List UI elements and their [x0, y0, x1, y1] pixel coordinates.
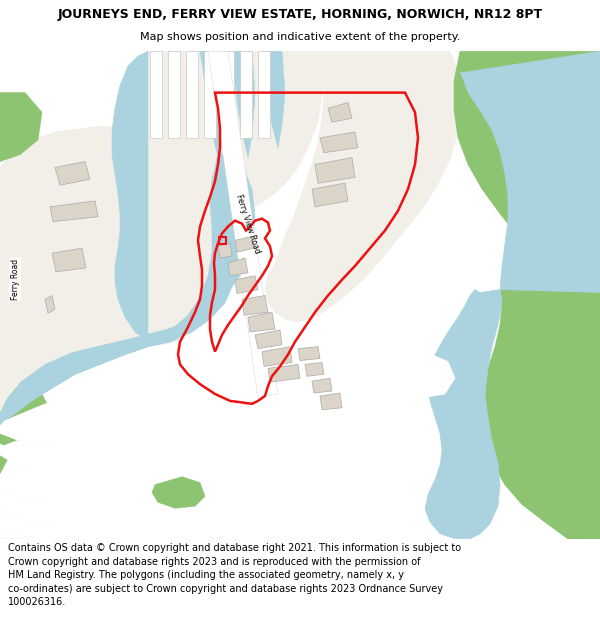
Polygon shape: [315, 158, 355, 183]
Polygon shape: [0, 126, 255, 414]
Polygon shape: [312, 378, 332, 393]
Polygon shape: [268, 364, 300, 382]
Polygon shape: [0, 168, 238, 424]
Polygon shape: [186, 51, 198, 138]
Text: JOURNEYS END, FERRY VIEW ESTATE, HORNING, NORWICH, NR12 8PT: JOURNEYS END, FERRY VIEW ESTATE, HORNING…: [58, 8, 542, 21]
Polygon shape: [0, 152, 255, 424]
Polygon shape: [0, 381, 48, 447]
Polygon shape: [0, 524, 135, 539]
Polygon shape: [45, 296, 55, 313]
Polygon shape: [328, 102, 352, 122]
Text: Contains OS data © Crown copyright and database right 2021. This information is : Contains OS data © Crown copyright and d…: [8, 543, 461, 608]
Polygon shape: [320, 393, 342, 410]
Polygon shape: [0, 479, 50, 519]
Polygon shape: [222, 51, 234, 138]
Polygon shape: [218, 243, 232, 258]
Polygon shape: [242, 296, 268, 315]
Polygon shape: [52, 248, 86, 272]
Polygon shape: [0, 438, 115, 477]
Polygon shape: [112, 51, 325, 345]
Polygon shape: [168, 51, 180, 138]
Polygon shape: [228, 258, 248, 276]
Polygon shape: [0, 512, 58, 539]
Polygon shape: [460, 51, 600, 292]
Polygon shape: [0, 494, 128, 539]
Polygon shape: [388, 352, 455, 398]
Bar: [218, 237, 226, 244]
Polygon shape: [0, 92, 42, 161]
Polygon shape: [0, 450, 120, 503]
Text: Map shows position and indicative extent of the property.: Map shows position and indicative extent…: [140, 32, 460, 42]
Text: Ferry View Road: Ferry View Road: [234, 193, 262, 254]
Polygon shape: [298, 347, 320, 361]
Polygon shape: [480, 288, 600, 539]
Polygon shape: [240, 51, 252, 138]
Polygon shape: [200, 51, 225, 158]
Polygon shape: [264, 51, 285, 148]
Polygon shape: [50, 201, 98, 222]
Polygon shape: [312, 183, 348, 207]
Polygon shape: [490, 404, 600, 539]
Polygon shape: [0, 479, 120, 526]
Text: Ferry Road: Ferry Road: [11, 259, 19, 300]
Polygon shape: [0, 401, 112, 450]
Polygon shape: [208, 51, 278, 398]
Polygon shape: [265, 51, 462, 322]
Polygon shape: [258, 51, 270, 138]
Polygon shape: [204, 51, 216, 138]
Polygon shape: [112, 51, 148, 342]
Polygon shape: [235, 276, 258, 294]
Polygon shape: [262, 347, 292, 366]
Polygon shape: [425, 289, 502, 539]
Polygon shape: [235, 236, 254, 252]
Polygon shape: [150, 51, 162, 138]
Polygon shape: [454, 51, 600, 292]
Polygon shape: [248, 312, 275, 332]
Polygon shape: [0, 404, 62, 477]
Polygon shape: [152, 477, 205, 508]
Polygon shape: [328, 431, 408, 472]
Polygon shape: [232, 51, 255, 158]
Polygon shape: [305, 362, 324, 376]
Polygon shape: [320, 132, 358, 152]
Polygon shape: [55, 161, 90, 185]
Polygon shape: [255, 330, 282, 349]
